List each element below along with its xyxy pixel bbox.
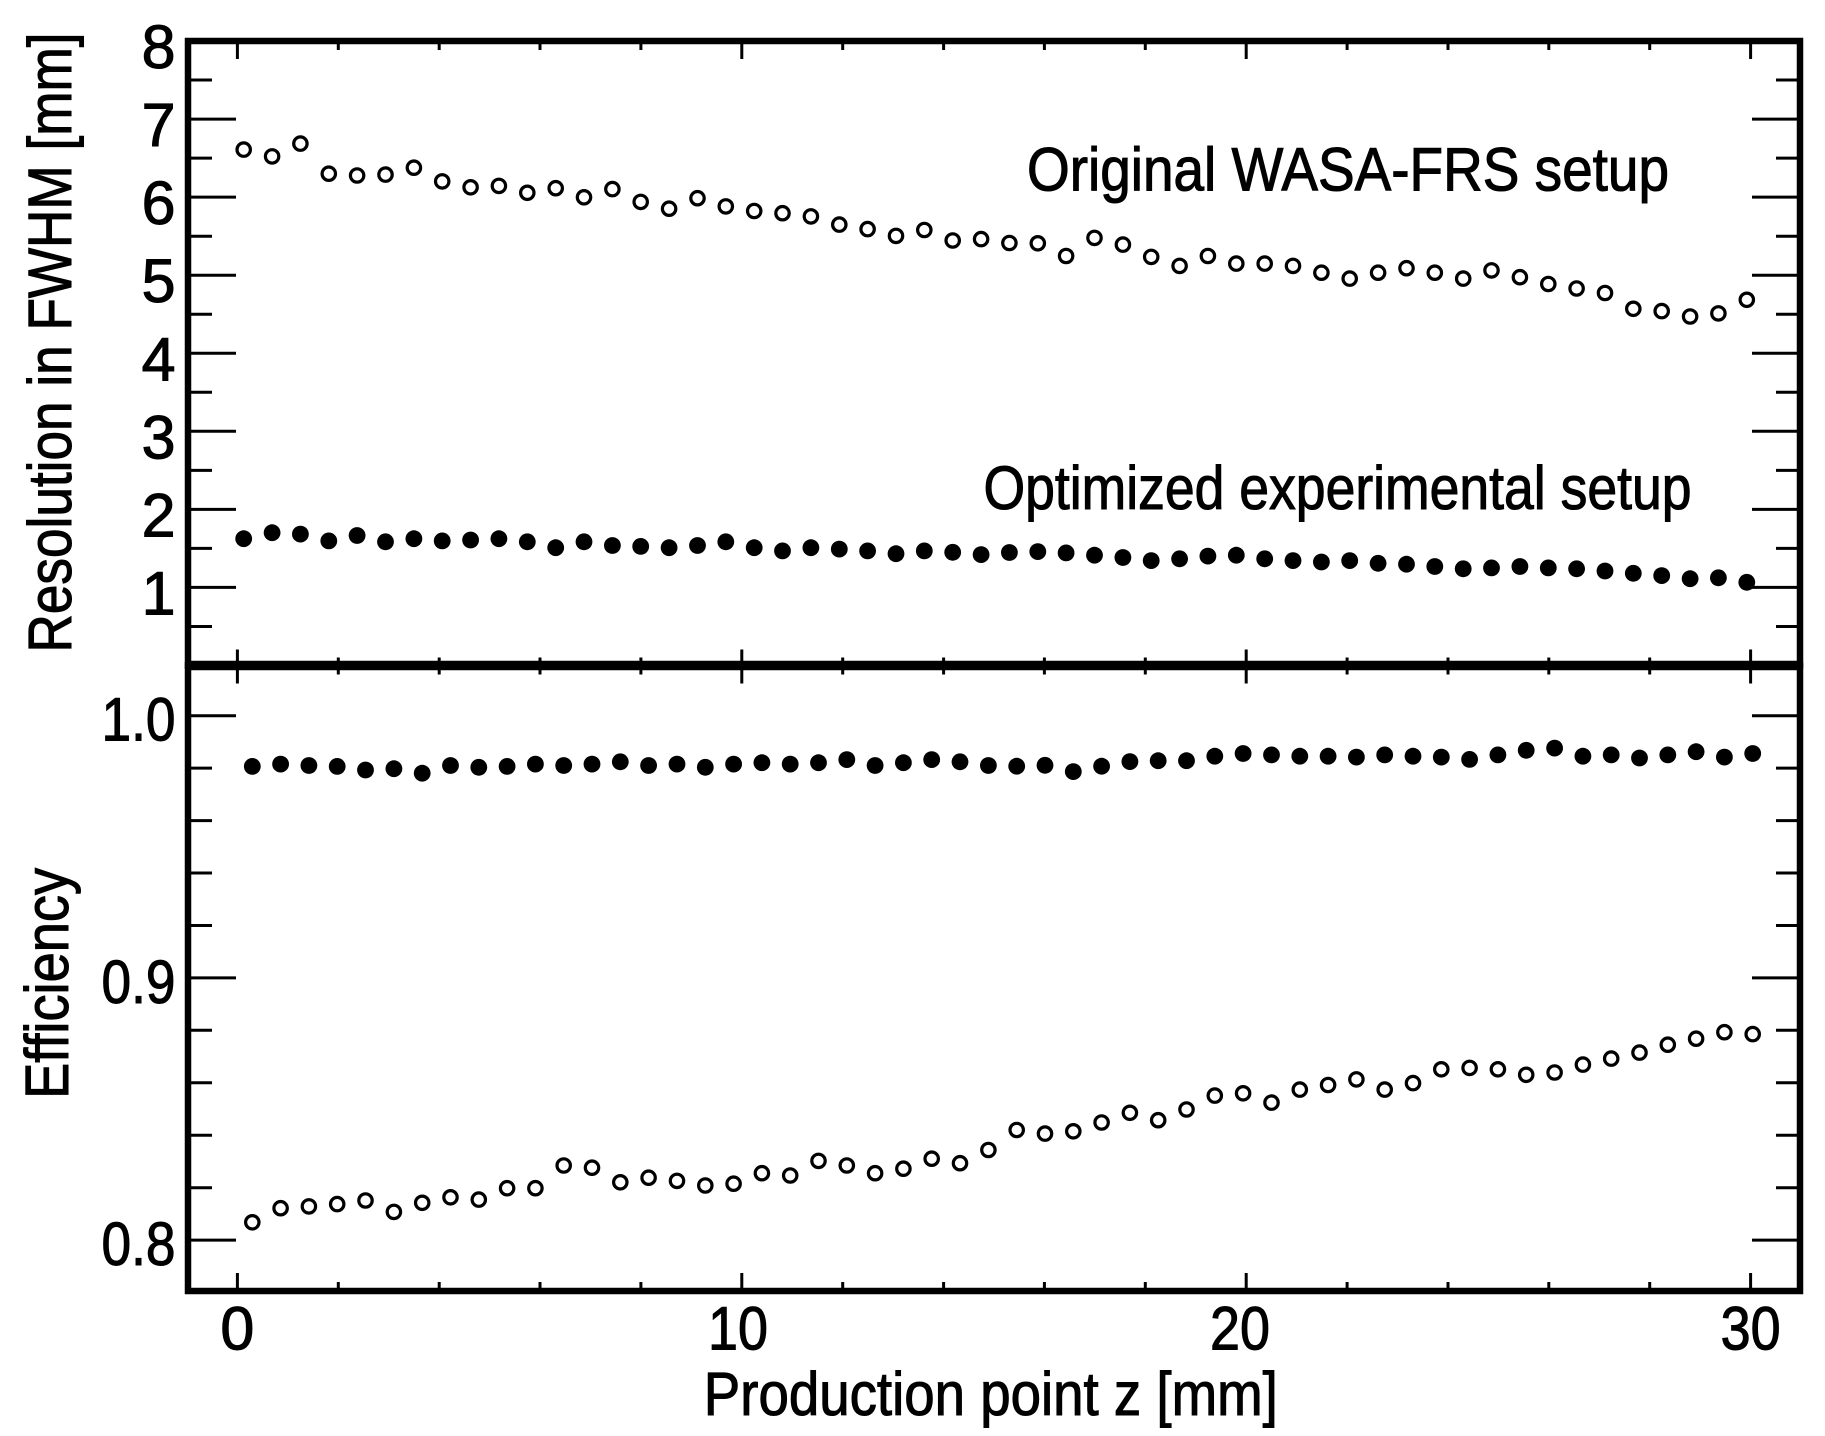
svg-text:7: 7 <box>142 91 176 159</box>
svg-text:1.0: 1.0 <box>102 686 176 754</box>
svg-text:20: 20 <box>1210 1295 1270 1363</box>
svg-text:3: 3 <box>142 403 176 471</box>
svg-text:Optimized experimental setup: Optimized experimental setup <box>984 454 1692 522</box>
svg-text:0.9: 0.9 <box>102 948 176 1016</box>
svg-text:0: 0 <box>220 1295 254 1363</box>
svg-text:30: 30 <box>1721 1295 1781 1363</box>
svg-text:5: 5 <box>142 247 176 315</box>
svg-text:10: 10 <box>708 1295 768 1363</box>
svg-text:Original WASA-FRS setup: Original WASA-FRS setup <box>1027 136 1669 204</box>
svg-text:4: 4 <box>142 325 176 393</box>
svg-text:Resolution in FWHM [mm]: Resolution in FWHM [mm] <box>16 33 84 653</box>
svg-text:2: 2 <box>142 481 176 549</box>
svg-text:0.8: 0.8 <box>102 1210 176 1278</box>
svg-text:Efficiency: Efficiency <box>13 867 81 1098</box>
svg-text:8: 8 <box>142 13 176 81</box>
svg-text:Production point z [mm]: Production point z [mm] <box>704 1360 1278 1428</box>
svg-text:6: 6 <box>142 169 176 237</box>
svg-text:1: 1 <box>142 559 176 627</box>
